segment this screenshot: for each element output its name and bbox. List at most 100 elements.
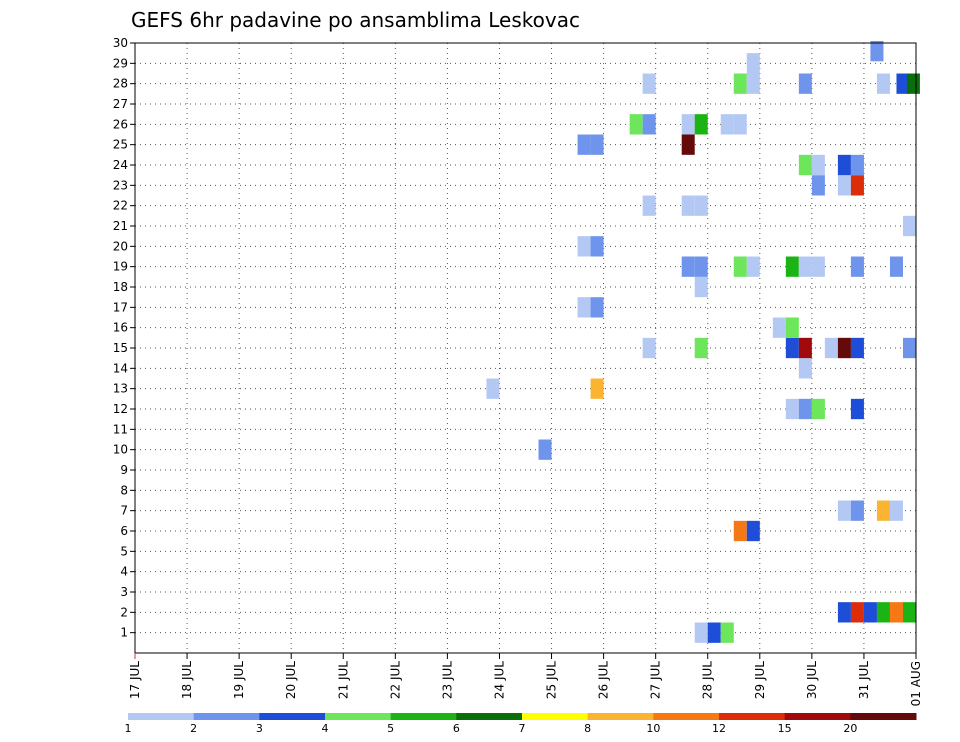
heatmap-cell <box>733 256 747 277</box>
heatmap-cell <box>837 602 851 623</box>
heatmap-cell <box>876 73 890 94</box>
heatmap-cell <box>694 195 708 216</box>
colorbar-label: 1 <box>125 722 132 735</box>
y-tick-label: 16 <box>113 321 128 335</box>
colorbar-swatch <box>128 713 195 720</box>
y-tick-label: 25 <box>113 138 128 152</box>
heatmap-cell <box>850 337 864 359</box>
colorbar-swatch <box>719 713 786 720</box>
heatmap-cell <box>785 256 799 277</box>
heatmap-cell <box>798 73 812 94</box>
colorbar-label: 6 <box>453 722 460 735</box>
heatmap-cell <box>863 602 877 623</box>
colorbar-swatch <box>325 713 392 720</box>
heatmap-cell <box>694 622 708 643</box>
colorbar-label: 12 <box>712 722 726 735</box>
heatmap-cell <box>720 622 734 643</box>
y-tick-label: 9 <box>120 463 128 477</box>
heatmap-cell <box>837 337 851 359</box>
x-tick-label: 29 JUL <box>753 661 767 699</box>
heatmap-cell <box>577 236 591 257</box>
heatmap-cell <box>642 337 656 359</box>
colorbar-label: 2 <box>190 722 197 735</box>
heatmap-cell <box>889 500 903 521</box>
colorbar-label: 15 <box>778 722 792 735</box>
heatmap-cell <box>798 337 812 359</box>
heatmap-cell <box>837 500 851 521</box>
y-tick-label: 19 <box>113 260 128 274</box>
heatmap-cell <box>837 175 851 196</box>
heatmap-cell <box>850 398 864 420</box>
y-tick-label: 20 <box>113 239 128 253</box>
heatmap-cell <box>707 622 721 643</box>
heatmap-cell <box>876 602 890 623</box>
y-tick-label: 12 <box>113 402 128 416</box>
heatmap-cell <box>720 114 734 135</box>
heatmap-cell <box>681 256 695 277</box>
colorbar-swatch <box>653 713 720 720</box>
heatmap-cell <box>733 114 747 135</box>
heatmap-cell <box>590 297 604 318</box>
heatmap-cell <box>694 114 708 135</box>
colorbar-label: 8 <box>584 722 591 735</box>
y-tick-label: 18 <box>113 280 128 294</box>
y-tick-label: 13 <box>113 382 128 396</box>
colorbar-swatch <box>259 713 326 720</box>
heatmap-cell <box>798 358 812 379</box>
colorbar-swatch <box>784 713 851 720</box>
heatmap-cell <box>681 195 695 216</box>
x-tick-label: 18 JUL <box>180 661 194 699</box>
x-tick-label: 25 JUL <box>545 661 559 699</box>
heatmap-cell <box>733 73 747 94</box>
y-tick-label: 28 <box>113 77 128 91</box>
y-tick-label: 4 <box>120 565 128 579</box>
heatmap-cell <box>746 53 760 74</box>
heatmap-cell <box>746 73 760 94</box>
heatmap-cells <box>486 40 920 643</box>
heatmap-cell <box>811 154 825 176</box>
colorbar-swatch <box>390 713 457 720</box>
y-tick-label: 23 <box>113 178 128 192</box>
colorbar-label: 10 <box>646 722 660 735</box>
heatmap-cell <box>681 134 695 155</box>
heatmap-cell <box>577 134 591 155</box>
y-tick-label: 17 <box>113 300 128 314</box>
heatmap-cell <box>486 378 500 399</box>
x-tick-label: 30 JUL <box>805 661 819 699</box>
heatmap-cell <box>870 40 884 62</box>
heatmap-cell <box>590 236 604 257</box>
x-tick-label: 27 JUL <box>649 661 663 699</box>
heatmap-cell <box>798 398 812 420</box>
colorbar-swatch <box>850 713 917 720</box>
y-tick-label: 26 <box>113 117 128 131</box>
colorbar-swatch <box>587 713 654 720</box>
heatmap-cell <box>629 114 643 135</box>
y-tick-label: 21 <box>113 219 128 233</box>
y-tick-label: 8 <box>120 483 128 497</box>
heatmap-cell <box>577 297 591 318</box>
heatmap-cell <box>902 215 916 237</box>
heatmap-cell <box>902 602 916 623</box>
heatmap-cell <box>590 134 604 155</box>
y-tick-label: 22 <box>113 199 128 213</box>
colorbar-label: 7 <box>519 722 526 735</box>
colorbar-swatch <box>193 713 260 720</box>
x-tick-label: 20 JUL <box>284 661 298 699</box>
colorbar-label: 3 <box>256 722 263 735</box>
x-tick-label: 21 JUL <box>336 661 350 699</box>
x-tick-label: 31 JUL <box>857 661 871 699</box>
y-tick-label: 14 <box>113 361 128 375</box>
heatmap-cell <box>694 276 708 298</box>
heatmap-cell <box>798 256 812 277</box>
colorbar-label: 20 <box>843 722 857 735</box>
x-tick-label: 26 JUL <box>597 661 611 699</box>
heatmap-cell <box>850 256 864 277</box>
y-tick-label: 2 <box>120 605 128 619</box>
heatmap-cell <box>746 520 760 542</box>
heatmap-cell <box>733 520 747 542</box>
heatmap-cell <box>811 398 825 420</box>
y-tick-label: 3 <box>120 585 128 599</box>
heatmap-cell <box>772 317 786 338</box>
x-axis: 17 JUL 18 JUL 19 JUL 20 JUL 21 JUL 22 JUL 23 J… <box>128 653 923 706</box>
